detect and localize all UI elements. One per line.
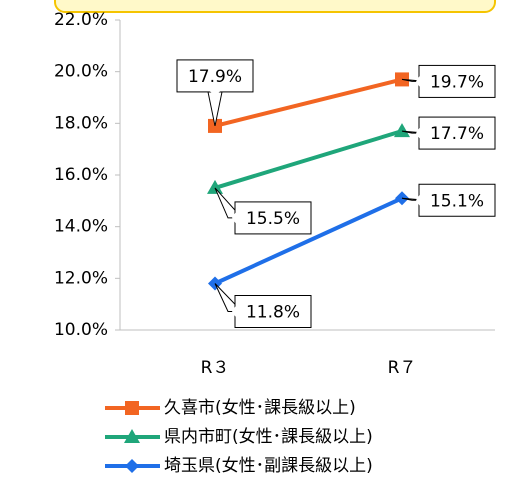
x-tick-label: R７ (388, 358, 417, 378)
callout-box (176, 59, 254, 93)
data-label: 15.1% (430, 191, 484, 211)
callout-pointer-cover (416, 127, 420, 140)
series-line (214, 196, 403, 286)
legend-label: 久喜市(女性･課長級以上) (164, 398, 356, 418)
legend-label: 埼玉県(女性･副課長級以上) (164, 456, 373, 476)
callout-pointer-cover (232, 211, 236, 224)
series-line (214, 77, 403, 128)
callout-pointer-cover (416, 194, 420, 207)
legend-marker (125, 459, 139, 473)
data-label: 11.8% (246, 303, 300, 323)
y-tick-label: 12.0% (54, 268, 108, 288)
data-label: 15.5% (246, 209, 300, 229)
legend-marker (124, 429, 140, 443)
callout-box (418, 183, 496, 217)
y-tick-label: 18.0% (54, 113, 108, 133)
y-tick-label: 10.0% (54, 320, 108, 340)
x-tick-label: R３ (201, 358, 230, 378)
callout-box (418, 64, 496, 98)
callout-box (418, 116, 496, 150)
data-label: 17.9% (188, 67, 242, 87)
y-tick-label: 16.0% (54, 165, 108, 185)
legend-marker (125, 401, 139, 415)
data-label: 17.7% (430, 124, 484, 144)
callout-pointer-cover (209, 90, 221, 95)
y-tick-label: 20.0% (54, 62, 108, 82)
data-label: 19.7% (430, 72, 484, 92)
y-tick-label: 22.0% (54, 10, 108, 30)
callout-pointer-cover (416, 75, 420, 88)
series-line (214, 129, 403, 190)
data-point (394, 123, 410, 138)
legend-label: 県内市町(女性･課長級以上) (164, 427, 373, 447)
y-tick-label: 14.0% (54, 217, 108, 237)
callout-box (234, 295, 312, 328)
callout-box (234, 201, 312, 235)
callout-pointer-cover (232, 305, 236, 318)
data-point (207, 179, 223, 194)
header-box (54, 0, 496, 13)
